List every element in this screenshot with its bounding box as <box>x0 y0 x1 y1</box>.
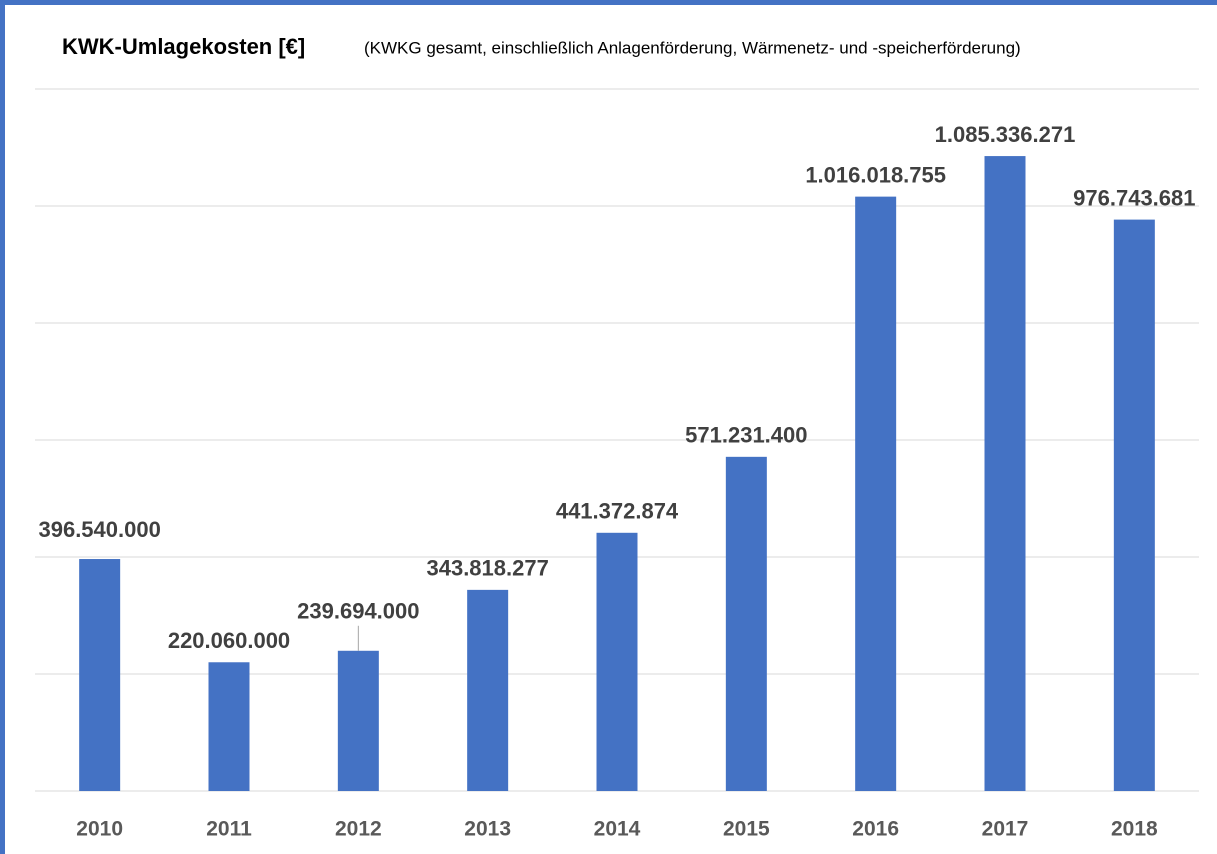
x-tick-label: 2011 <box>206 818 252 841</box>
value-label: 239.694.000 <box>297 599 419 624</box>
x-tick-label: 2015 <box>723 818 770 841</box>
value-label: 1.016.018.755 <box>805 162 946 187</box>
value-label: 396.540.000 <box>38 517 160 542</box>
x-tick-label: 2016 <box>852 818 899 841</box>
bar <box>725 456 767 791</box>
bar <box>337 650 379 791</box>
bar <box>467 589 509 791</box>
x-tick-label: 2018 <box>1111 818 1158 841</box>
bar <box>596 532 638 791</box>
value-label: 1.085.336.271 <box>935 122 1076 147</box>
value-label: 441.372.874 <box>556 499 679 524</box>
frame-left <box>0 0 5 854</box>
bar <box>79 559 121 791</box>
frame-top <box>0 0 1217 5</box>
chart-title: KWK-Umlagekosten [€] <box>62 34 305 59</box>
value-label: 976.743.681 <box>1073 185 1195 210</box>
bar <box>855 196 897 791</box>
x-tick-label: 2017 <box>982 818 1029 841</box>
x-tick-label: 2012 <box>335 818 382 841</box>
x-tick-label: 2010 <box>76 818 123 841</box>
value-label: 220.060.000 <box>168 628 290 653</box>
x-tick-label: 2014 <box>594 818 641 841</box>
chart-subtitle: (KWKG gesamt, einschließlich Anlagenförd… <box>364 38 1021 57</box>
bar <box>984 156 1026 792</box>
value-label: 571.231.400 <box>685 423 807 448</box>
bar <box>208 662 250 791</box>
x-tick-label: 2013 <box>464 818 511 841</box>
bar <box>1113 219 1155 791</box>
value-label: 343.818.277 <box>426 556 548 581</box>
